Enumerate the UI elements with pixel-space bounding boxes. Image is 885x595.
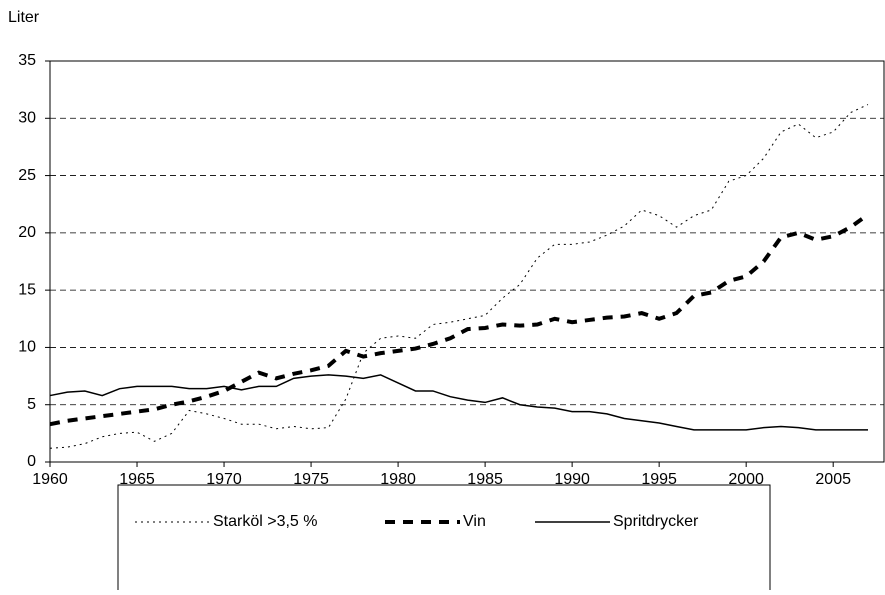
x-tick-label: 1960 — [32, 471, 68, 488]
y-tick-label: 20 — [18, 224, 36, 241]
x-tick-label: 1985 — [467, 471, 503, 488]
series-line — [49, 104, 869, 449]
x-tick-label: 1995 — [641, 471, 677, 488]
y-axis-label: Liter — [8, 9, 40, 26]
legend-box — [117, 484, 771, 595]
y-tick-label: 25 — [18, 167, 36, 184]
x-tick-label: 1990 — [554, 471, 590, 488]
x-tick-label: 1980 — [380, 471, 416, 488]
y-tick-label: 15 — [18, 281, 36, 298]
legend-label: Spritdrycker — [613, 513, 699, 530]
y-tick-label: 30 — [18, 110, 36, 127]
y-tick-label: 10 — [18, 339, 36, 356]
series-line — [49, 212, 870, 427]
y-tick-label: 5 — [27, 396, 36, 413]
x-tick-label: 1965 — [119, 471, 155, 488]
series-line — [49, 374, 868, 431]
legend-label: Vin — [463, 513, 486, 530]
plot-frame — [49, 60, 885, 463]
y-tick-label: 35 — [18, 52, 36, 69]
x-tick-label: 2000 — [728, 471, 764, 488]
y-tick-label: 0 — [27, 453, 36, 470]
x-tick-label: 1975 — [293, 471, 329, 488]
x-tick-label: 2005 — [815, 471, 851, 488]
legend-label: Starköl >3,5 % — [213, 513, 318, 530]
x-tick-label: 1970 — [206, 471, 242, 488]
